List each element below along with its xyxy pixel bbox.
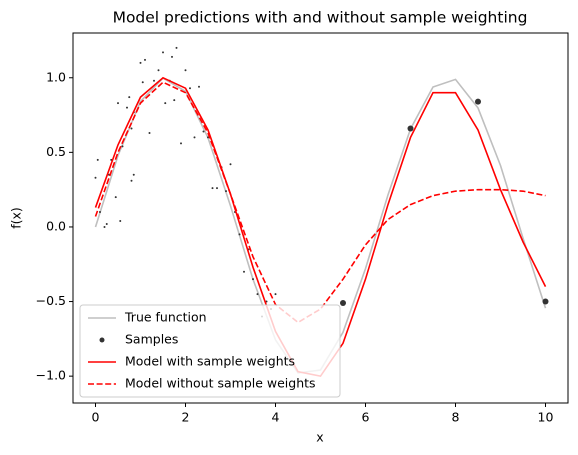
sample-point (198, 85, 200, 88)
sample-point (202, 130, 205, 133)
sample-point (340, 300, 346, 307)
sample-point (180, 142, 182, 145)
sample-point (157, 69, 160, 72)
sample-point (216, 187, 218, 190)
legend-box (79, 304, 341, 398)
sample-point (173, 99, 176, 102)
sample-point (128, 96, 131, 99)
chart-title: Model predictions with and without sampl… (113, 9, 528, 27)
x-tick-label: 2 (182, 410, 190, 425)
sample-point (139, 61, 142, 64)
sample-point (119, 219, 122, 222)
x-axis-label: x (316, 430, 323, 445)
sample-point (171, 55, 173, 58)
y-axis-label: f(x) (9, 207, 24, 229)
sample-point (121, 145, 124, 148)
legend-swatch (99, 337, 105, 343)
legend-label: Samples (125, 332, 178, 347)
sample-point (243, 270, 245, 273)
sample-point (229, 163, 232, 166)
sample-point (162, 51, 164, 54)
y-tick-label: 0.5 (46, 144, 66, 159)
sample-point (126, 106, 128, 109)
y-tick-label: 1.0 (46, 69, 66, 84)
sample-point (225, 190, 227, 193)
sample-point (189, 87, 191, 90)
sample-point (141, 81, 144, 84)
x-tick-label: 0 (92, 410, 100, 425)
axes-frame (72, 32, 569, 404)
sample-point (130, 179, 133, 182)
sample-point (542, 298, 549, 305)
sample-point (175, 46, 178, 49)
sample-point (117, 102, 119, 105)
sample-point (407, 125, 414, 132)
sample-point (96, 158, 99, 161)
sample-point (114, 196, 117, 199)
sample-point (130, 127, 133, 130)
legend-label: True function (124, 310, 207, 325)
sample-point (184, 69, 187, 72)
x-tick-label: 6 (362, 410, 370, 425)
x-tick-label: 4 (272, 410, 280, 425)
line (94, 81, 546, 324)
y-tick-label: 0.0 (46, 218, 66, 233)
sample-point (105, 222, 108, 225)
sample-point (164, 102, 167, 105)
sample-point (153, 79, 155, 82)
sample-point (475, 98, 481, 105)
legend-label: Model with sample weights (125, 354, 295, 369)
sample-point (193, 136, 196, 139)
y-tick-label: −1.0 (36, 368, 66, 383)
x-tick-label: 8 (452, 410, 460, 425)
sample-point (207, 136, 209, 139)
sample-point (148, 131, 151, 134)
sample-point (132, 173, 135, 176)
sample-point (256, 293, 259, 296)
sample-point (99, 211, 101, 214)
sample-point (211, 187, 214, 190)
sample-point (144, 58, 146, 61)
legend-label: Model without sample weights (125, 376, 316, 391)
legend: True function Samples Model with sample we… (79, 304, 341, 398)
x-tick-label: 10 (538, 410, 554, 425)
sample-point (274, 293, 277, 296)
sample-point (103, 225, 106, 228)
y-tick-label: −0.5 (36, 293, 66, 308)
sample-point (94, 176, 97, 179)
sample-point (238, 233, 241, 236)
sample-point (252, 278, 254, 281)
